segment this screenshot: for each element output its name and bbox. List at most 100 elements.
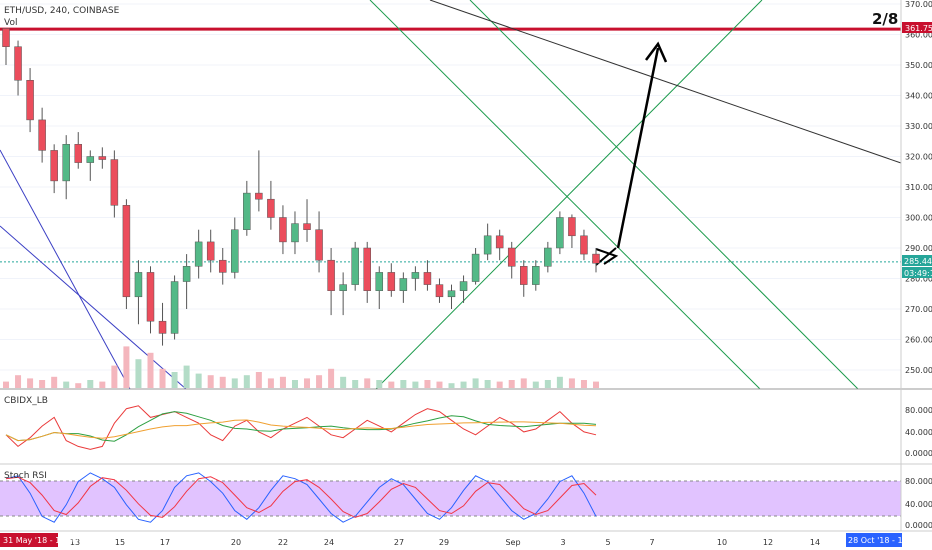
cbidx-legend[interactable]: CBIDX_LB [4, 396, 48, 406]
cbidx-tick: 0.0000 [905, 449, 932, 458]
price-tick-label: 270.00 [905, 305, 932, 314]
candle-body [62, 144, 70, 182]
candle-body [351, 247, 359, 285]
volume-bar [460, 381, 467, 388]
candle-body [411, 272, 420, 279]
price-tick-label: 370.00 [905, 0, 932, 9]
price-tick-label: 310.00 [905, 183, 932, 192]
time-tick-label: 29 [439, 538, 449, 547]
volume-bar [532, 381, 539, 388]
candle-body [532, 266, 540, 285]
fib-annotation-label[interactable]: 2/8 [872, 10, 898, 28]
volume-bar [123, 346, 130, 388]
candle-body [568, 217, 576, 237]
time-tick-label: 13 [70, 538, 80, 547]
projection-arrow-small-head [595, 248, 619, 265]
time-tick-label: 17 [160, 538, 170, 547]
candle-body [423, 272, 432, 285]
candle-body [544, 247, 552, 267]
time-tick-label: 15 [115, 538, 125, 547]
volume-bar [279, 376, 286, 388]
trendline [429, 0, 902, 164]
candle-body [170, 281, 179, 334]
price-tick-label: 350.00 [905, 61, 932, 70]
volume-bar [147, 352, 154, 388]
candle-body [267, 198, 275, 218]
volume-bar [400, 380, 407, 388]
start-date-tag [0, 533, 58, 547]
projection-arrow [616, 47, 660, 249]
cbidx-tick: 80.0000 [905, 406, 932, 415]
volume-bar [352, 380, 359, 388]
price-axis-ticks[interactable]: 370.00 360.00 350.00 340.00 330.00 320.00 310.… [905, 0, 932, 375]
resistance-price-text: 361.75 [905, 24, 932, 33]
time-tick-label: 22 [278, 538, 288, 547]
candle-body [435, 284, 444, 298]
price-tick-label: 320.00 [905, 153, 932, 162]
volume-bar [219, 376, 226, 388]
volume-bar [496, 381, 503, 388]
price-tick-label: 260.00 [905, 336, 932, 345]
price-tick-label: 360.00 [905, 31, 932, 40]
time-tick-label: 24 [324, 538, 334, 547]
candle-body [255, 192, 263, 200]
candle-body [74, 144, 82, 163]
stoch-tick: 0.0000 [905, 521, 932, 530]
channel-line [0, 149, 131, 390]
indicator-lines [0, 405, 901, 523]
cbidx-signal-line [5, 411, 597, 442]
fan-line [369, 0, 761, 390]
cbidx-line [5, 405, 597, 450]
cbidx-tick: 40.0000 [905, 428, 932, 437]
candle-body [507, 247, 516, 267]
volume-bar [183, 365, 190, 388]
volume-bar [99, 381, 106, 388]
drawing-layer [0, 0, 902, 390]
candle-body [218, 259, 227, 273]
candle-body [303, 223, 311, 230]
time-tick-label: Sep [505, 538, 520, 547]
time-tick-label: 3 [560, 538, 565, 547]
volume-bar [63, 381, 70, 388]
price-tick-label: 330.00 [905, 122, 932, 131]
candle-body [520, 266, 528, 285]
volume-bar [231, 378, 238, 388]
volume-bar [135, 359, 142, 388]
volume-bar [207, 375, 214, 388]
volume-bar [51, 376, 58, 388]
volume-bar [412, 381, 419, 388]
stoch-rsi-band [0, 481, 901, 516]
candle-body [86, 156, 95, 163]
candle-body [315, 229, 323, 261]
price-tick-label: 340.00 [905, 92, 932, 101]
volume-bar [328, 368, 335, 388]
candle-body [231, 229, 239, 273]
volume-bar [291, 380, 298, 388]
price-tick-label: 280.00 [905, 275, 932, 284]
volume-bar [15, 375, 22, 388]
candle-body [134, 272, 143, 298]
stoch-tick: 40.0000 [905, 500, 932, 509]
candle-body [447, 290, 456, 298]
current-price-tag [902, 255, 932, 266]
volume-legend[interactable]: Vol [4, 18, 17, 28]
time-tick-label: 10 [717, 538, 727, 547]
volume-bar [580, 380, 587, 388]
time-tick-label: 27 [394, 538, 404, 547]
volume-bar [568, 378, 575, 388]
volume-bar [424, 380, 431, 388]
symbol-legend[interactable]: ETH/USD, 240, COINBASE [4, 6, 120, 16]
candle-body [327, 259, 335, 291]
volume-bar [171, 372, 178, 388]
time-tick-label: 7 [649, 538, 654, 547]
stoch-k-line [5, 472, 597, 523]
volume-bar [508, 380, 515, 388]
price-tick-label: 250.00 [905, 366, 932, 375]
candle-body [399, 278, 408, 291]
stoch-legend[interactable]: Stoch RSI [4, 471, 47, 481]
end-date-tag [846, 533, 902, 547]
stoch-tick: 80.0000 [905, 477, 932, 486]
volume-bar [27, 378, 34, 388]
